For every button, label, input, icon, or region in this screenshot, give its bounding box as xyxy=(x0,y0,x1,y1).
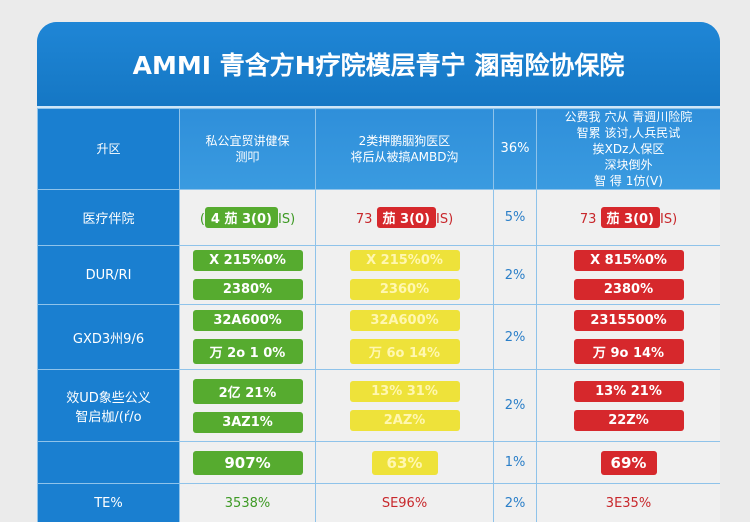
value-badge: 2380% xyxy=(574,279,684,300)
row-label xyxy=(38,442,180,484)
value-badge: 3AZ1% xyxy=(193,412,303,433)
table-row: TE% 3538% SE96% 2% 3E35% xyxy=(38,484,721,522)
value-badge: 2380% xyxy=(193,279,303,300)
value-badge: 万 9o 14% xyxy=(574,339,684,364)
value-badge: 69% xyxy=(601,451,657,475)
row-label: TE% xyxy=(38,484,180,522)
cell: 907% xyxy=(180,442,316,484)
header-col3: 36% xyxy=(494,109,537,190)
cell: (4 茄 3(0)IS) xyxy=(180,190,316,246)
cell: 2% xyxy=(494,246,537,305)
header-col4: 公费我 穴从 青週川险院智累 该讨,人兵民试挨XDz人保区深块倒外智 得 1仿(… xyxy=(537,109,721,190)
cell: 3E35% xyxy=(537,484,721,522)
value-badge: 2AZ% xyxy=(350,410,460,431)
value-badge: 13% 31% xyxy=(350,381,460,402)
table-row: 医疗伴院 (4 茄 3(0)IS) 73 茄 3(0)IS) 5% 73 茄 3… xyxy=(38,190,721,246)
value-badge: 2亿 21% xyxy=(193,379,303,404)
value-badge: 茄 3(0) xyxy=(377,207,437,228)
table-row: 907% 63% 1% 69% xyxy=(38,442,721,484)
value-badge: 32A600% xyxy=(350,310,460,331)
header-text: 将后从被搞AMBD沟 xyxy=(316,149,493,165)
cell: 2% xyxy=(494,484,537,522)
cell: 32A600% 万 6o 14% xyxy=(316,305,494,370)
cell-text: IS) xyxy=(278,212,295,227)
value-badge: 万 6o 14% xyxy=(350,339,460,364)
cell: 13% 21% 22Z% xyxy=(537,370,721,442)
header-text: 挨XDz人保区 xyxy=(537,141,720,157)
row-label: 医疗伴院 xyxy=(38,190,180,246)
cell-text: IS) xyxy=(436,212,453,227)
value-badge: 4 茄 3(0) xyxy=(205,207,278,228)
cell: 73 茄 3(0)IS) xyxy=(316,190,494,246)
cell: X 215%0% 2380% xyxy=(180,246,316,305)
page-title: AMMI 青含方H疗院模层青宁 溷南险协保院 xyxy=(37,22,720,108)
value-badge: X 815%0% xyxy=(574,250,684,271)
cell: 63% xyxy=(316,442,494,484)
row-label: 效UD象些公义智启枷/(ŕ/o xyxy=(38,370,180,442)
value-badge: X 215%0% xyxy=(193,250,303,271)
comparison-table: 升区 私公宜贸讲健保测叩 2类押鹏胭狗医区将后从被搞AMBD沟 36% 公费我 … xyxy=(37,108,720,522)
header-col1: 私公宜贸讲健保测叩 xyxy=(180,109,316,190)
row-label-text: 智启枷/(ŕ/o xyxy=(38,406,179,425)
value-badge: 2360% xyxy=(350,279,460,300)
cell-text: 73 xyxy=(356,212,377,227)
header-text: 私公宜贸讲健保 xyxy=(180,133,315,149)
header-text: 测叩 xyxy=(180,149,315,165)
header-row: 升区 私公宜贸讲健保测叩 2类押鹏胭狗医区将后从被搞AMBD沟 36% 公费我 … xyxy=(38,109,721,190)
cell: 3538% xyxy=(180,484,316,522)
cell: 13% 31% 2AZ% xyxy=(316,370,494,442)
cell: 1% xyxy=(494,442,537,484)
row-label-text: 效UD象些公义 xyxy=(38,387,179,406)
cell: X 815%0% 2380% xyxy=(537,246,721,305)
row-label: DUR/RI xyxy=(38,246,180,305)
cell-text: IS) xyxy=(660,212,677,227)
value-badge: X 215%0% xyxy=(350,250,460,271)
header-col2: 2类押鹏胭狗医区将后从被搞AMBD沟 xyxy=(316,109,494,190)
cell: X 215%0% 2360% xyxy=(316,246,494,305)
table-row: DUR/RI X 215%0% 2380% X 215%0% 2360% 2% X … xyxy=(38,246,721,305)
cell: SE96% xyxy=(316,484,494,522)
header-text: 智 得 1仿(V) xyxy=(537,173,720,189)
cell: 2315500% 万 9o 14% xyxy=(537,305,721,370)
comparison-card: AMMI 青含方H疗院模层青宁 溷南险协保院 升区 私公宜贸讲健保测叩 2类押鹏… xyxy=(37,22,720,522)
header-text: 深块倒外 xyxy=(537,157,720,173)
value-badge: 茄 3(0) xyxy=(601,207,661,228)
value-badge: 13% 21% xyxy=(574,381,684,402)
row-label: GXD3州9/6 xyxy=(38,305,180,370)
value-badge: 32A600% xyxy=(193,310,303,331)
table-row: 效UD象些公义智启枷/(ŕ/o 2亿 21%3AZ1% 13% 31%2AZ% … xyxy=(38,370,721,442)
header-text: 公费我 穴从 青週川险院 xyxy=(537,109,720,125)
header-label: 升区 xyxy=(38,109,180,190)
table-row: GXD3州9/6 32A600% 万 2o 1 0% 32A600% 万 6o 14… xyxy=(38,305,721,370)
cell: 32A600% 万 2o 1 0% xyxy=(180,305,316,370)
cell: 2亿 21% 3AZ1% xyxy=(180,370,316,442)
cell: 73 茄 3(0)IS) xyxy=(537,190,721,246)
value-badge: 907% xyxy=(193,451,303,475)
value-badge: 万 2o 1 0% xyxy=(193,339,303,364)
header-text: 智累 该讨,人兵民试 xyxy=(537,125,720,141)
header-text: 2类押鹏胭狗医区 xyxy=(316,133,493,149)
cell-text: 73 xyxy=(580,212,601,227)
cell: 2% xyxy=(494,305,537,370)
value-badge: 22Z% xyxy=(574,410,684,431)
cell: 2% xyxy=(494,370,537,442)
cell: 69% xyxy=(537,442,721,484)
value-badge: 2315500% xyxy=(574,310,684,331)
cell: 5% xyxy=(494,190,537,246)
value-badge: 63% xyxy=(372,451,438,475)
